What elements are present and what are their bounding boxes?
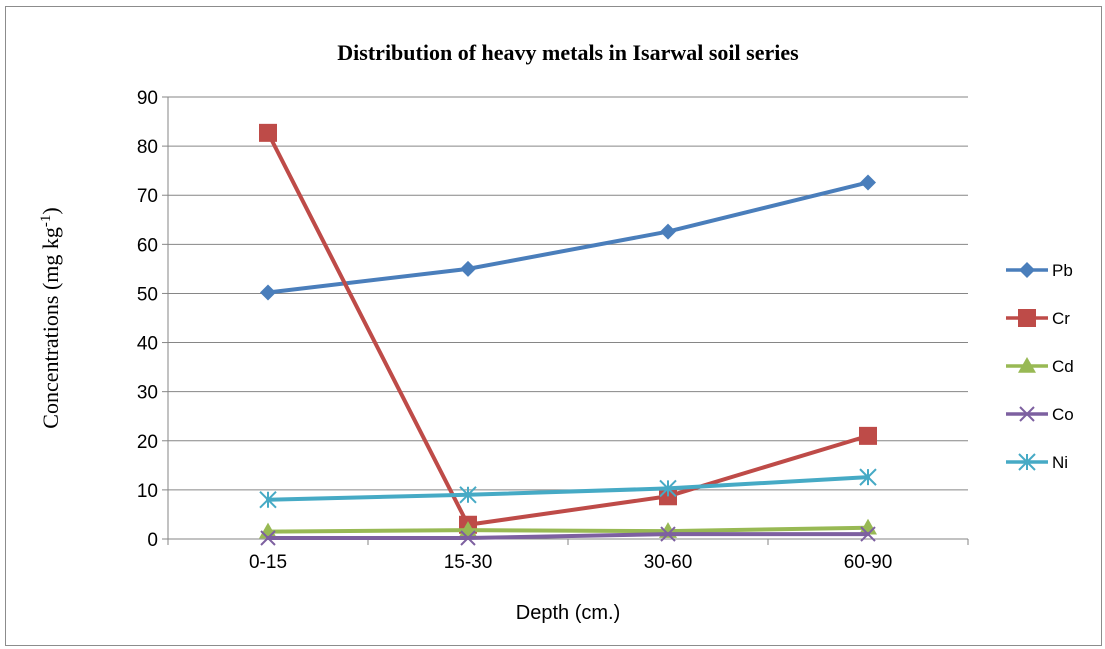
series-cr (259, 123, 877, 534)
series-co (260, 526, 876, 546)
legend-label: Co (1052, 405, 1074, 424)
y-axis-title: Concentrations (mg kg-1) (38, 207, 63, 428)
legend-item-cr: Cr (1006, 309, 1070, 328)
legend-marker (1019, 406, 1035, 422)
legend-marker (1019, 262, 1035, 278)
legend-item-cd: Cd (1006, 357, 1074, 376)
x-tick-label: 15-30 (444, 552, 493, 573)
y-tick-label: 20 (137, 432, 158, 453)
series-group (259, 123, 877, 546)
series-line-cd (266, 525, 870, 534)
data-point-cr (859, 426, 877, 445)
data-point-ni (859, 468, 877, 486)
series-line-co (266, 532, 870, 541)
series-line-pb (266, 180, 870, 295)
data-point-pb (260, 284, 276, 301)
legend-label: Cd (1052, 357, 1074, 376)
y-axis-title-superscript: -1 (38, 215, 54, 228)
legend-label: Ni (1052, 453, 1068, 472)
y-tick-label: 60 (137, 235, 158, 256)
y-axis-title-main: Concentrations (mg kg (38, 227, 63, 429)
legend-marker (1018, 453, 1036, 471)
y-tick-label: 50 (137, 284, 158, 305)
x-axis-ticks: 0-15 15-30 30-60 60-90 (167, 539, 969, 573)
data-point-co (460, 530, 476, 546)
data-point-cr (259, 123, 277, 142)
x-tick-label: 60-90 (844, 552, 893, 573)
y-tick-label: 40 (137, 334, 158, 355)
y-tick-label: 0 (147, 530, 158, 551)
y-axis-title-close: ) (38, 207, 63, 214)
legend-marker (1018, 357, 1036, 373)
chart-title: Distribution of heavy metals in Isarwal … (337, 40, 799, 65)
legend-label: Cr (1052, 309, 1070, 328)
series-line-ni (266, 475, 870, 502)
data-point-ni (659, 479, 677, 498)
data-point-co (860, 526, 876, 542)
data-point-pb (460, 260, 476, 277)
y-tick-label: 10 (137, 481, 158, 502)
legend-marker (1018, 309, 1036, 327)
series-pb (260, 174, 876, 301)
x-axis-title: Depth (cm.) (516, 602, 620, 624)
data-point-pb (860, 174, 876, 191)
y-tick-label: 90 (137, 88, 158, 109)
legend-item-ni: Ni (1006, 453, 1068, 472)
data-point-co (260, 530, 276, 546)
y-tick-label: 80 (137, 137, 158, 158)
legend-label: Pb (1052, 261, 1073, 280)
data-point-co (660, 526, 676, 542)
y-axis-ticks: 0 10 20 30 40 50 60 70 80 90 (137, 88, 158, 551)
y-tick-label: 70 (137, 186, 158, 207)
legend-item-co: Co (1006, 405, 1074, 424)
legend-item-pb: Pb (1006, 261, 1073, 280)
x-tick-label: 30-60 (644, 552, 693, 573)
series-ni (259, 468, 877, 509)
x-tick-label: 0-15 (249, 552, 287, 573)
data-point-pb (660, 223, 676, 240)
data-point-ni (259, 491, 277, 509)
series-line-cr (266, 130, 870, 527)
y-tick-label: 30 (137, 383, 158, 404)
data-point-ni (459, 486, 477, 504)
legend: Pb Cr Cd Co Ni (1006, 261, 1074, 472)
